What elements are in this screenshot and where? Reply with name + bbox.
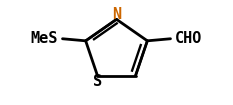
Text: MeS: MeS bbox=[31, 31, 58, 46]
Text: N: N bbox=[112, 7, 121, 22]
Text: CHO: CHO bbox=[175, 31, 202, 46]
Text: S: S bbox=[93, 74, 102, 89]
